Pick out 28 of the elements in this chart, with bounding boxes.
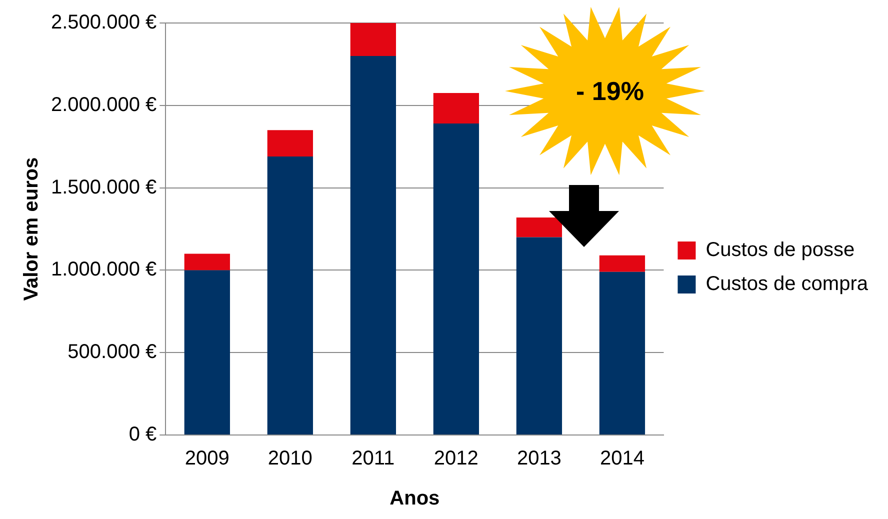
bar (433, 93, 480, 124)
y-tick-label: 1.500.000 € (51, 176, 157, 198)
x-tick-label: 2012 (434, 448, 478, 470)
y-tick-label: 500.000 € (68, 341, 157, 364)
legend-label: Custos de posse (706, 239, 855, 262)
bar (599, 255, 646, 272)
x-axis-title: Anos (390, 488, 440, 510)
y-tick-label: 2.000.000 € (51, 94, 157, 116)
bar (350, 23, 396, 56)
x-tick-label: 2013 (516, 448, 562, 470)
bar (516, 237, 562, 434)
bar (184, 270, 230, 434)
x-tick-label: 2009 (184, 448, 230, 470)
x-tick-label: 2010 (268, 448, 312, 470)
bar (350, 56, 396, 434)
x-tick-label: 2014 (600, 448, 644, 470)
legend-label: Custos de compra (706, 273, 869, 296)
bar (433, 124, 480, 434)
x-tick-label: 2011 (352, 448, 395, 470)
bar (267, 156, 313, 434)
bar (267, 130, 313, 156)
bar (599, 272, 646, 434)
bar (184, 254, 230, 270)
y-tick-label: 1.000.000 € (51, 258, 157, 281)
y-axis-title: Valor em euros (20, 157, 43, 301)
annotation: - 19% (575, 76, 645, 107)
y-tick-label: 2.500.000 € (51, 12, 157, 34)
y-tick-label: 0 € (128, 424, 157, 446)
